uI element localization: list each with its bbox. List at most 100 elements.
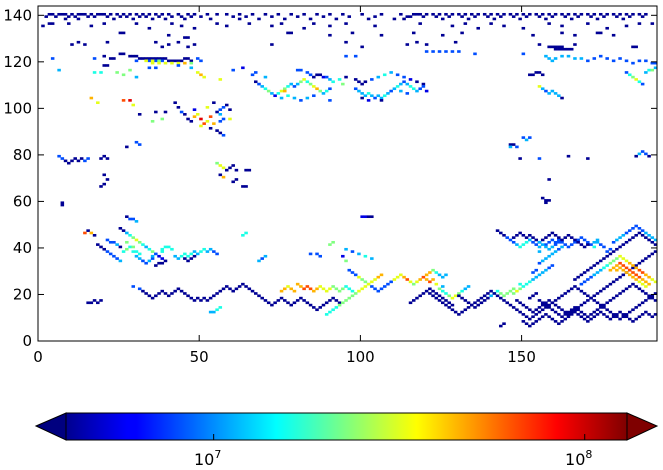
heatmap-cell bbox=[650, 236, 655, 239]
heatmap-cell bbox=[553, 299, 558, 302]
heatmap-cell bbox=[212, 101, 216, 105]
heatmap-cell bbox=[640, 301, 645, 305]
heatmap-cell bbox=[341, 82, 345, 86]
heatmap-cell bbox=[408, 15, 413, 18]
heatmap-cell bbox=[573, 310, 577, 314]
heatmap-cell bbox=[315, 12, 319, 16]
heatmap-cell bbox=[137, 240, 142, 244]
heatmap-cell bbox=[544, 313, 548, 316]
heatmap-cell bbox=[486, 292, 490, 295]
heatmap-cell bbox=[125, 15, 129, 18]
heatmap-cell bbox=[518, 157, 522, 160]
heatmap-cell bbox=[141, 57, 145, 60]
heatmap-cell bbox=[366, 17, 371, 21]
heatmap-cell bbox=[598, 243, 603, 246]
heatmap-cell bbox=[653, 299, 657, 302]
heatmap-cell bbox=[592, 315, 597, 319]
heatmap-cell bbox=[234, 287, 239, 291]
heatmap-cell bbox=[605, 315, 609, 319]
heatmap-cell bbox=[440, 296, 445, 300]
heatmap-cell bbox=[324, 89, 329, 93]
heatmap-cell bbox=[534, 12, 539, 16]
heatmap-cell bbox=[524, 282, 529, 286]
heatmap-cell bbox=[347, 268, 352, 272]
heatmap-cell bbox=[150, 254, 155, 258]
heatmap-cell bbox=[228, 287, 232, 291]
heatmap-cell bbox=[608, 268, 613, 272]
heatmap-cell bbox=[534, 292, 539, 295]
heatmap-cell bbox=[563, 47, 568, 51]
heatmap-cell bbox=[437, 287, 442, 291]
heatmap-cell bbox=[547, 233, 551, 237]
heatmap-cell bbox=[189, 119, 194, 123]
heatmap-cell bbox=[154, 66, 158, 70]
heatmap-cell bbox=[215, 308, 219, 312]
heatmap-cell bbox=[463, 22, 468, 25]
heatmap-cell bbox=[637, 80, 642, 84]
heatmap-cell bbox=[547, 254, 551, 258]
heatmap-cell bbox=[602, 245, 606, 249]
heatmap-cell bbox=[292, 85, 297, 88]
heatmap-cell bbox=[131, 217, 136, 221]
heatmap-cell bbox=[473, 306, 477, 309]
heatmap-cell bbox=[270, 43, 274, 46]
heatmap-cell bbox=[67, 15, 71, 18]
heatmap-cell bbox=[157, 59, 161, 63]
heatmap-cell bbox=[644, 257, 648, 260]
heatmap-cell bbox=[147, 259, 152, 263]
heatmap-cell bbox=[205, 119, 210, 123]
colorbar-low-extend bbox=[34, 412, 67, 441]
heatmap-cell bbox=[199, 117, 203, 121]
heatmap-cell bbox=[576, 287, 580, 291]
heatmap-cell bbox=[553, 57, 558, 60]
heatmap-cell bbox=[373, 24, 377, 28]
heatmap-cell bbox=[160, 57, 165, 60]
heatmap-cell bbox=[547, 247, 551, 251]
heatmap-cell bbox=[405, 15, 410, 18]
heatmap-cell bbox=[637, 59, 642, 63]
heatmap-cell bbox=[579, 303, 584, 307]
heatmap-cell bbox=[350, 250, 355, 253]
heatmap-cell bbox=[134, 220, 139, 223]
heatmap-cell bbox=[579, 282, 584, 286]
heatmap-cell bbox=[263, 87, 268, 91]
heatmap-cell bbox=[105, 157, 110, 160]
heatmap-cell bbox=[505, 301, 509, 305]
heatmap-cell bbox=[560, 12, 564, 16]
heatmap-cell bbox=[637, 287, 642, 291]
heatmap-cell bbox=[337, 289, 342, 293]
heatmap-cell bbox=[482, 299, 487, 302]
heatmap-cell bbox=[128, 54, 132, 58]
heatmap-cell bbox=[631, 75, 635, 79]
heatmap-cell bbox=[502, 294, 506, 298]
heatmap-cell bbox=[270, 303, 274, 307]
heatmap-cell bbox=[305, 96, 310, 100]
heatmap-cell bbox=[208, 17, 213, 21]
heatmap-cell bbox=[440, 275, 445, 279]
heatmap-cell bbox=[637, 152, 642, 156]
heatmap-cell bbox=[128, 245, 132, 249]
heatmap-cell bbox=[553, 320, 558, 323]
heatmap-cell bbox=[121, 99, 126, 102]
heatmap-cell bbox=[457, 294, 461, 298]
heatmap-cell bbox=[637, 231, 642, 235]
heatmap-cell bbox=[463, 287, 468, 291]
heatmap-cell bbox=[92, 299, 97, 302]
heatmap-cell bbox=[270, 15, 274, 18]
heatmap-cell bbox=[415, 89, 419, 93]
heatmap-cell bbox=[489, 294, 493, 298]
heatmap-cell bbox=[328, 299, 332, 302]
heatmap-cell bbox=[547, 57, 551, 60]
heatmap-cell bbox=[502, 12, 506, 16]
heatmap-cell bbox=[589, 275, 593, 279]
heatmap-cell bbox=[154, 59, 158, 63]
heatmap-cell bbox=[627, 229, 632, 232]
heatmap-cell bbox=[586, 240, 590, 244]
heatmap-cell bbox=[528, 238, 532, 242]
heatmap-cell bbox=[582, 271, 587, 274]
heatmap-cell bbox=[602, 15, 606, 18]
heatmap-cell bbox=[502, 233, 506, 237]
heatmap-cell bbox=[540, 238, 545, 242]
heatmap-cell bbox=[96, 243, 100, 246]
